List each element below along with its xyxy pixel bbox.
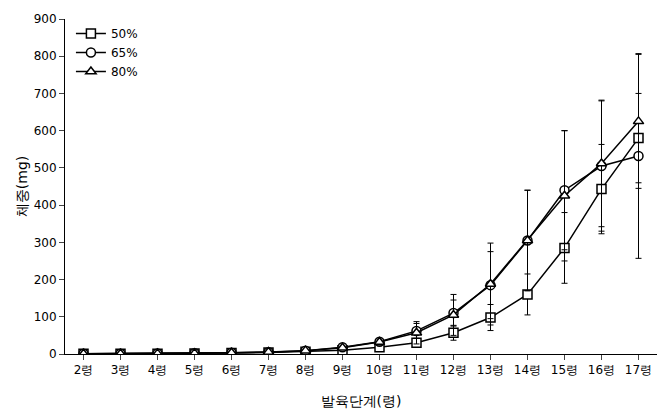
svg-text:7령: 7령 xyxy=(259,363,279,377)
svg-text:16령: 16령 xyxy=(588,363,615,377)
svg-text:65%: 65% xyxy=(111,46,138,60)
svg-text:2령: 2령 xyxy=(74,363,94,377)
svg-text:4령: 4령 xyxy=(148,363,168,377)
svg-text:300: 300 xyxy=(34,236,57,250)
svg-text:80%: 80% xyxy=(111,65,138,79)
svg-text:900: 900 xyxy=(34,12,57,26)
svg-text:9령: 9령 xyxy=(333,363,353,377)
svg-text:5령: 5령 xyxy=(185,363,205,377)
svg-text:10령: 10령 xyxy=(366,363,393,377)
svg-text:체중(mg): 체중(mg) xyxy=(14,156,30,217)
svg-text:200: 200 xyxy=(34,273,57,287)
svg-text:11령: 11령 xyxy=(403,363,430,377)
svg-text:600: 600 xyxy=(34,124,57,138)
svg-text:17령: 17령 xyxy=(625,363,652,377)
svg-text:500: 500 xyxy=(34,161,57,175)
svg-text:0: 0 xyxy=(49,347,57,361)
svg-text:50%: 50% xyxy=(111,27,138,41)
svg-text:400: 400 xyxy=(34,198,57,212)
svg-text:15령: 15령 xyxy=(551,363,578,377)
svg-text:100: 100 xyxy=(34,310,57,324)
svg-text:12령: 12령 xyxy=(440,363,467,377)
svg-text:6령: 6령 xyxy=(222,363,242,377)
svg-text:14령: 14령 xyxy=(514,363,541,377)
svg-text:발육단계(령): 발육단계(령) xyxy=(321,393,402,409)
svg-text:800: 800 xyxy=(34,49,57,63)
svg-text:8령: 8령 xyxy=(296,363,316,377)
svg-text:3령: 3령 xyxy=(111,363,131,377)
svg-text:13령: 13령 xyxy=(477,363,504,377)
svg-text:700: 700 xyxy=(34,87,57,101)
